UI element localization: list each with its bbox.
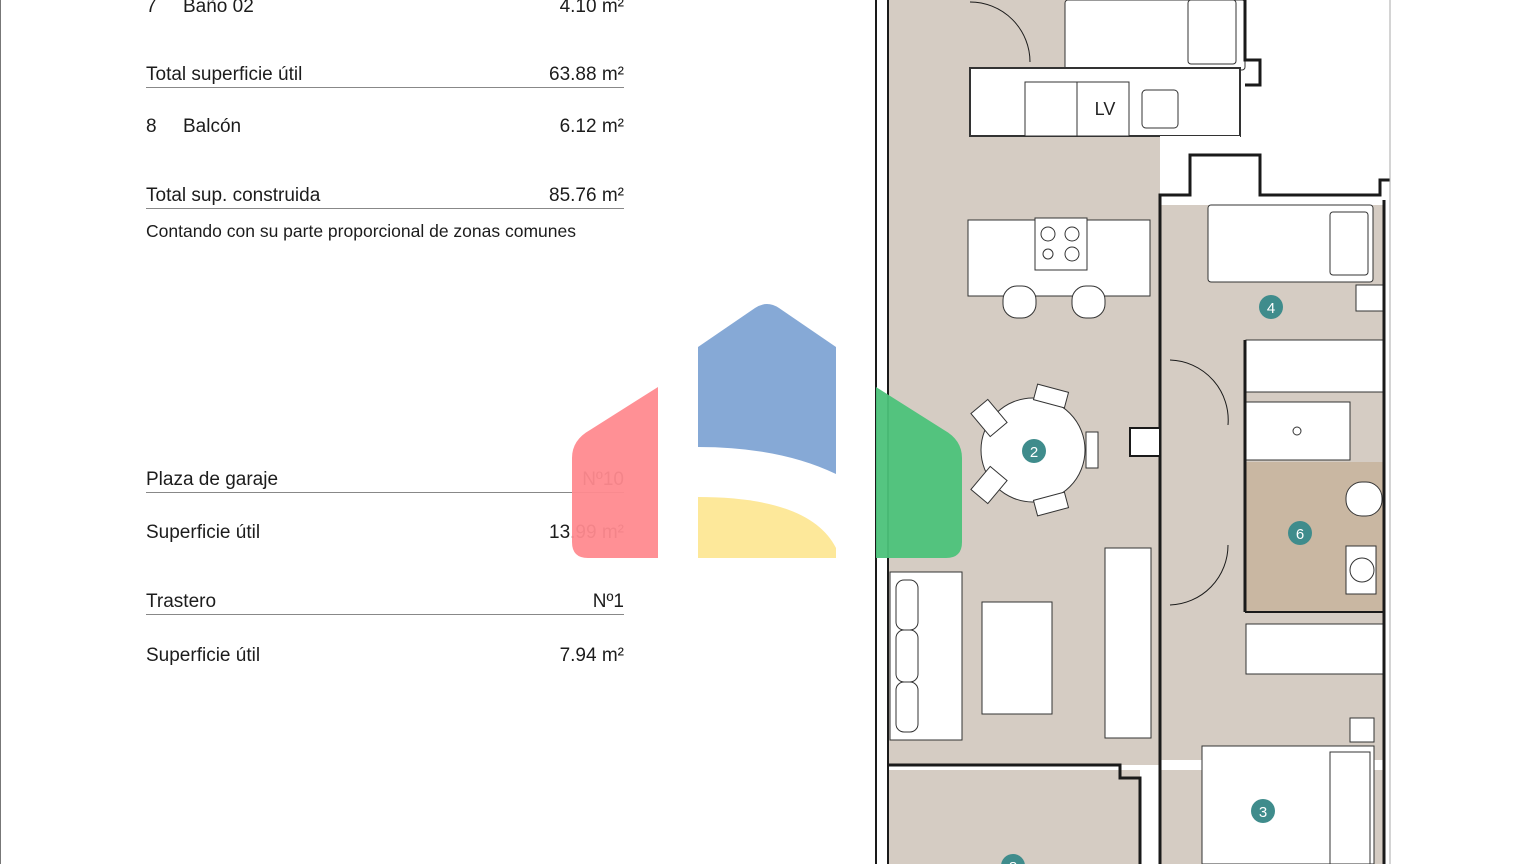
svg-text:8: 8: [1009, 859, 1017, 864]
garage-area-label: Superficie útil: [146, 522, 261, 543]
room-area: 6.12 m²: [559, 116, 624, 137]
total-built-label: Total sup. construida: [146, 185, 321, 206]
room-number: 7: [146, 0, 157, 17]
washing-machine-label: LV: [1095, 99, 1116, 119]
page-edge: [0, 0, 1, 864]
floor-plan: LV 2 4 6 3 8: [875, 0, 1391, 864]
total-useful-area-row: Total superficie útil 63.88 m²: [146, 63, 624, 88]
room-row-bano-02: 7 Baño 02 4.10 m²: [146, 0, 624, 19]
svg-text:6: 6: [1296, 526, 1304, 543]
room-name: Baño 02: [183, 0, 254, 17]
room-badge-3: 3: [1251, 799, 1275, 823]
total-built-area-row: Total sup. construida 85.76 m²: [146, 184, 624, 209]
room-name: Balcón: [183, 116, 242, 137]
room-row-balcon: 8 Balcón 6.12 m²: [146, 115, 624, 139]
room-badges: 2 4 6 3 8: [1001, 295, 1312, 864]
total-useful-value: 63.88 m²: [549, 64, 624, 85]
svg-text:2: 2: [1030, 444, 1038, 461]
storage-area-row: Superficie útil 7.94 m²: [146, 644, 624, 668]
room-badge-8: 8: [1001, 854, 1025, 864]
garage-number: Nº10: [582, 469, 624, 490]
total-useful-label: Total superficie útil: [146, 64, 303, 85]
garage-area-value: 13.99 m²: [549, 522, 624, 543]
garage-row: Plaza de garaje Nº10: [146, 468, 624, 493]
garage-label: Plaza de garaje: [146, 469, 279, 490]
room-badge-2: 2: [1022, 439, 1046, 463]
svg-text:4: 4: [1267, 300, 1275, 317]
storage-number: Nº1: [592, 591, 624, 612]
room-area: 4.10 m²: [559, 0, 624, 17]
room-badge-6: 6: [1288, 521, 1312, 545]
svg-text:3: 3: [1259, 804, 1267, 821]
storage-label: Trastero: [146, 591, 217, 612]
total-built-value: 85.76 m²: [549, 185, 624, 206]
common-areas-note: Contando con su parte proporcional de zo…: [146, 221, 576, 241]
logo-blue-shape: [698, 304, 836, 474]
garage-area-row: Superficie útil 13.99 m²: [146, 521, 624, 545]
furniture: [889, 0, 1385, 864]
logo-yellow-shape: [698, 497, 836, 558]
room-badge-4: 4: [1259, 295, 1283, 319]
storage-area-label: Superficie útil: [146, 645, 261, 666]
storage-row: Trastero Nº1: [146, 590, 624, 615]
room-number: 8: [146, 116, 157, 137]
storage-area-value: 7.94 m²: [559, 645, 624, 666]
walls: [875, 0, 1391, 864]
